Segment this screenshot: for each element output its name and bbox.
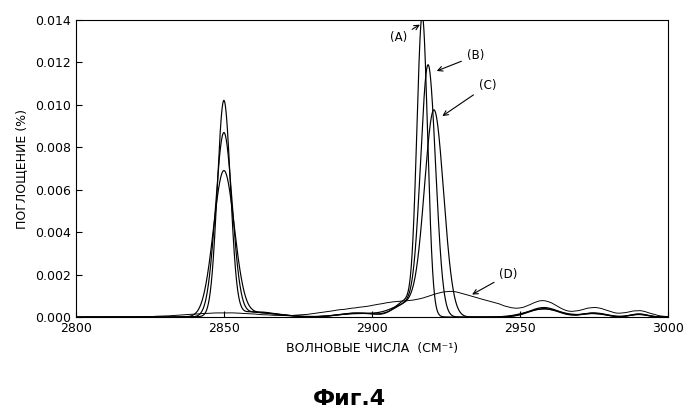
X-axis label: ВОЛНОВЫЕ ЧИСЛА  (СМ⁻¹): ВОЛНОВЫЕ ЧИСЛА (СМ⁻¹) [286,342,458,355]
Text: Фиг.4: Фиг.4 [313,389,386,409]
Y-axis label: ПОГЛОЩЕНИЕ (%): ПОГЛОЩЕНИЕ (%) [15,109,28,229]
Text: (B): (B) [438,49,484,71]
Text: (D): (D) [473,268,518,294]
Text: (A): (A) [390,25,419,44]
Text: (C): (C) [443,79,496,115]
